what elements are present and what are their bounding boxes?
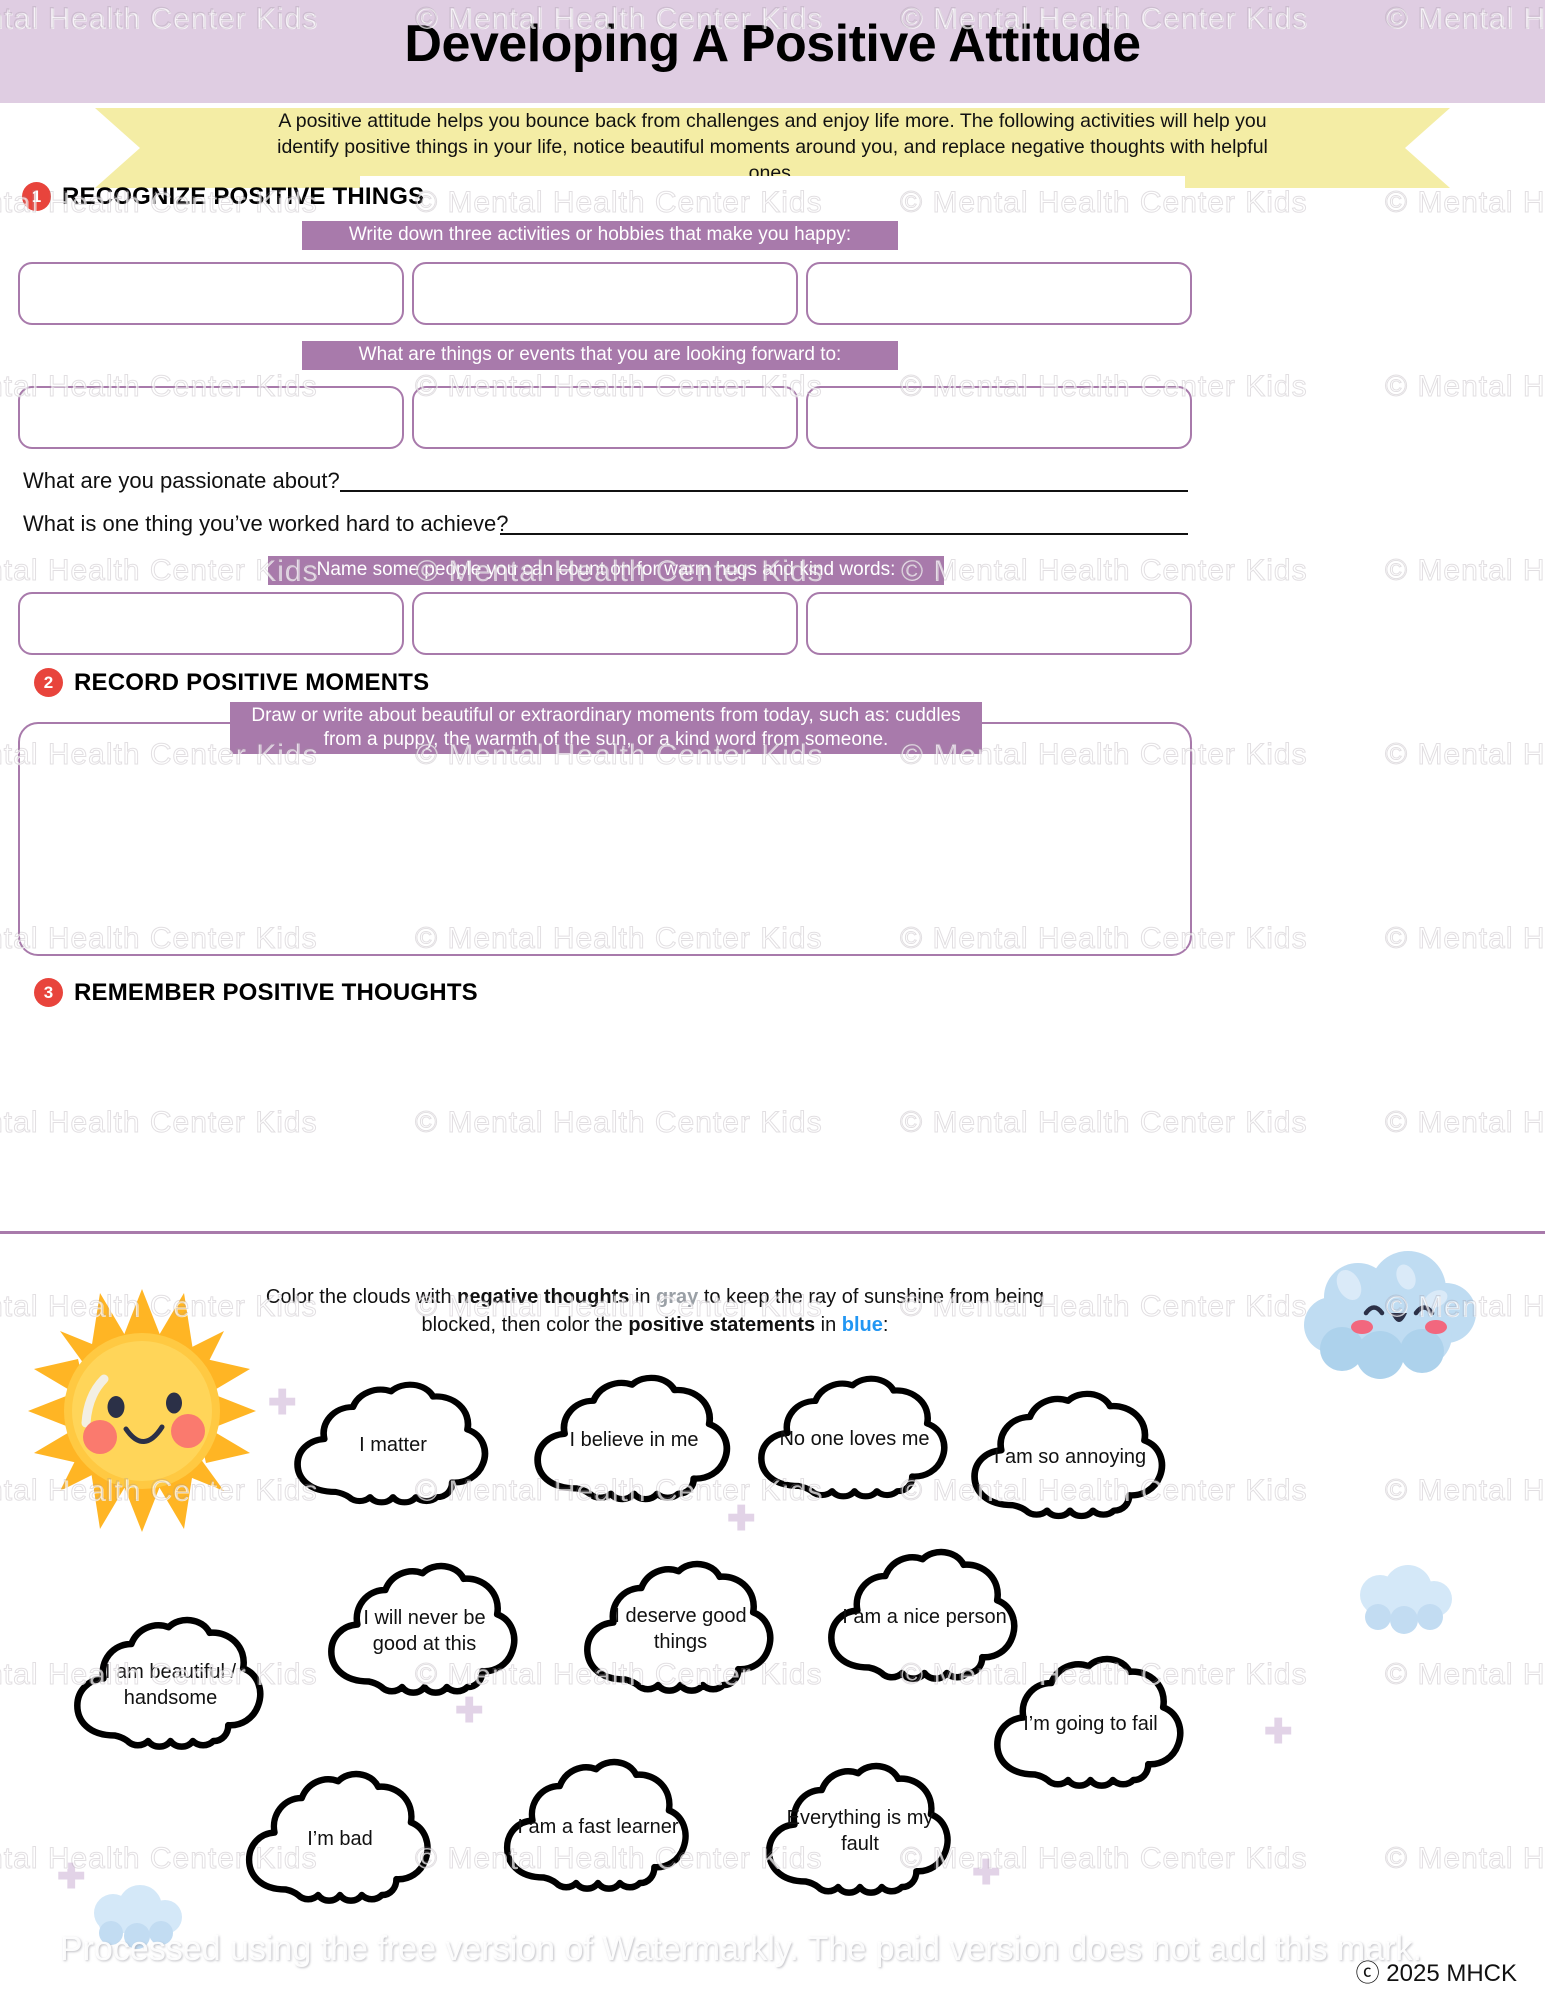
answer-box-person-1[interactable] [18, 592, 404, 655]
thought-cloud[interactable]: I am beautiful / handsome [68, 1616, 273, 1756]
sparkle-plus-icon: ✚ [455, 1692, 484, 1730]
section-title-3: REMEMBER POSITIVE THOUGHTS [74, 978, 478, 1006]
watermark-text: © Mental Health Center Kids [1385, 370, 1545, 404]
sparkle-plus-icon: ✚ [1264, 1713, 1293, 1751]
thought-cloud[interactable]: Everything is my fault [760, 1762, 960, 1902]
watermark-text: © Mental Health Center Kids [415, 1106, 823, 1140]
sparkle-plus-icon: ✚ [57, 1858, 86, 1896]
instr-bold-negative: negative thoughts [457, 1286, 630, 1308]
sparkle-plus-icon: ✚ [268, 1384, 297, 1422]
watermark-text: © Mental Health Center Kids [1385, 1842, 1545, 1876]
sparkle-plus-icon: ✚ [972, 1854, 1001, 1892]
intro-text: A positive attitude helps you bounce bac… [277, 110, 1268, 184]
small-cloud-icon-bottom [85, 1885, 190, 1950]
instr-part-4: in [815, 1314, 842, 1337]
answer-box-hobby-1[interactable] [18, 262, 404, 325]
question-passionate-input[interactable] [340, 466, 1188, 492]
small-cloud-icon-mid [1350, 1565, 1460, 1635]
header-band [0, 0, 1545, 103]
answer-box-person-3[interactable] [806, 592, 1192, 655]
drawing-area[interactable] [18, 722, 1192, 956]
instr-part-5: : [882, 1314, 889, 1337]
instr-part-2: in [629, 1286, 657, 1308]
watermark-text: © Mental Health Center Kids [0, 1106, 318, 1140]
watermark-text: © Mental Health Center Kids [1385, 922, 1545, 956]
prompt-support-people: Name some people you can count on for wa… [268, 556, 944, 585]
answer-box-person-2[interactable] [412, 592, 798, 655]
watermark-text: © Mental Health Center Kids [1385, 1474, 1545, 1508]
thought-cloud[interactable]: I’m bad [240, 1770, 440, 1910]
instr-word-blue: blue [841, 1314, 883, 1337]
watermark-text: © Mental Health Center Kids [900, 186, 1308, 220]
section3-instruction: Color the clouds with negative thoughts … [240, 1283, 1070, 1340]
prompt-record-moments: Draw or write about beautiful or extraor… [230, 702, 982, 754]
section-title-2: RECORD POSITIVE MOMENTS [74, 668, 430, 696]
cloud-mascot-icon [1296, 1251, 1481, 1401]
watermark-text: © Mental Health Center Kids [1385, 738, 1545, 772]
answer-box-hobby-2[interactable] [412, 262, 798, 325]
section-header-3: 3 REMEMBER POSITIVE THOUGHTS [34, 978, 478, 1007]
watermark-text: © Mental Health Center Kids [900, 1842, 1308, 1876]
instr-bold-positive: positive statements [628, 1314, 816, 1337]
thought-cloud[interactable]: I am so annoying [965, 1390, 1175, 1525]
sun-icon [22, 1283, 262, 1538]
section-badge-3: 3 [34, 978, 63, 1007]
thought-cloud[interactable]: I deserve good things [578, 1560, 783, 1700]
section-badge-1: 1 [22, 182, 51, 211]
prompt-looking-forward: What are things or events that you are l… [302, 341, 898, 370]
answer-box-forward-1[interactable] [18, 386, 404, 449]
section-header-2: 2 RECORD POSITIVE MOMENTS [34, 668, 429, 697]
section-title-1: RECOGNIZE POSITIVE THINGS [62, 182, 425, 210]
watermark-text: © Mental Health Center Kids [1385, 1658, 1545, 1692]
answer-box-forward-2[interactable] [412, 386, 798, 449]
thought-cloud[interactable]: I matter [288, 1381, 498, 1511]
question-achieve-input[interactable] [500, 509, 1188, 535]
question-achieve-label: What is one thing you’ve worked hard to … [23, 511, 509, 536]
watermark-text: © Mental Health Center Kids [1385, 554, 1545, 588]
watermark-text: © Mental Health Center Kids [1385, 1106, 1545, 1140]
thought-cloud[interactable]: I’m going to fail [988, 1655, 1193, 1795]
watermark-text: © Mental Health Center Kids [415, 186, 823, 220]
watermark-text: © Mental Health Center Kids [900, 1106, 1308, 1140]
instr-part-1: Color the clouds with [265, 1286, 458, 1308]
answer-box-forward-3[interactable] [806, 386, 1192, 449]
question-passionate-label: What are you passionate about? [23, 468, 340, 493]
prompt-activities-hobbies: Write down three activities or hobbies t… [302, 221, 898, 250]
thought-cloud[interactable]: I believe in me [528, 1374, 740, 1508]
thought-cloud[interactable]: I am a fast learner [498, 1758, 698, 1898]
instr-part-3: to keep the ray of sunshine from being b… [421, 1286, 1045, 1337]
sparkle-plus-icon: ✚ [727, 1500, 756, 1538]
watermark-text: © Mental Health Center Kids [1385, 186, 1545, 220]
section-header-1: 1 RECOGNIZE POSITIVE THINGS [22, 182, 424, 211]
answer-box-hobby-3[interactable] [806, 262, 1192, 325]
thought-cloud[interactable]: I will never be good at this [322, 1562, 527, 1702]
footer-copyright: ⓒ 2025 MHCK [1355, 1960, 1517, 1987]
thought-cloud[interactable]: No one loves me [752, 1375, 957, 1505]
watermark-text: © Mental Health Center Kids [900, 554, 1308, 588]
watermark-bottom-notice: Processed using the free version of Wate… [60, 1930, 1422, 1968]
section-badge-2: 2 [34, 668, 63, 697]
section-divider [0, 1231, 1545, 1234]
instr-word-gray: gray [656, 1286, 699, 1308]
intro-ribbon: A positive attitude helps you bounce bac… [95, 108, 1450, 188]
page-title: Developing A Positive Attitude [404, 15, 1141, 73]
